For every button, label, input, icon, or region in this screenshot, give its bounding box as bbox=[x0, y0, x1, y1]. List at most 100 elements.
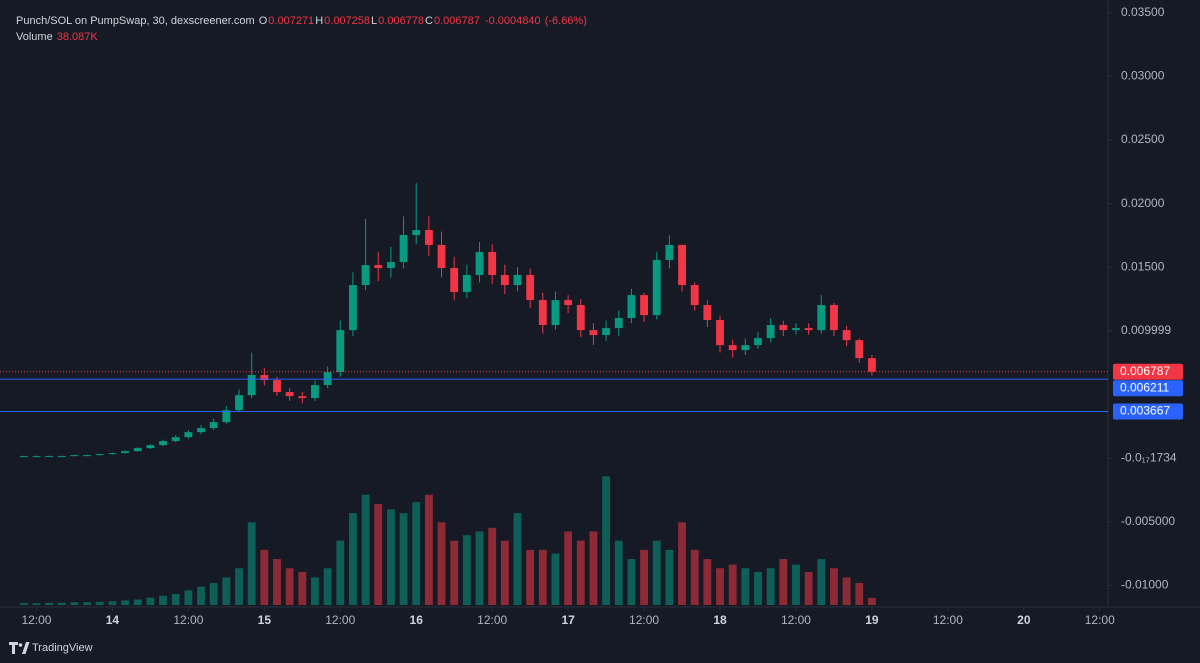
candle-body bbox=[627, 295, 636, 319]
volume-bar bbox=[437, 522, 446, 605]
volume-bar bbox=[57, 602, 66, 605]
candle-body bbox=[614, 318, 623, 329]
candle-body bbox=[159, 441, 167, 446]
candle-body bbox=[513, 274, 522, 286]
candle-body bbox=[488, 251, 497, 275]
candle-body bbox=[538, 300, 547, 326]
volume-bar bbox=[500, 540, 509, 605]
volume-bar bbox=[361, 494, 370, 605]
volume-bar bbox=[766, 568, 775, 605]
candle-body bbox=[121, 451, 130, 454]
x-tick-label: 17 bbox=[561, 613, 575, 627]
candle-body bbox=[209, 422, 218, 429]
volume-bar bbox=[526, 549, 535, 605]
y-tick-label: 0.02000 bbox=[1121, 196, 1165, 210]
candle-body bbox=[475, 251, 484, 275]
candle-body bbox=[640, 295, 648, 316]
price-label: 0.006211 bbox=[1120, 380, 1169, 394]
x-tick-label: 16 bbox=[410, 613, 424, 627]
candle-body bbox=[868, 358, 876, 372]
candle-body bbox=[298, 396, 307, 399]
volume-bar bbox=[19, 603, 28, 605]
candle-body bbox=[399, 235, 408, 263]
volume-bar bbox=[159, 595, 167, 605]
title: Punch/SOL on PumpSwap, 30, dexscreener.c… bbox=[16, 15, 255, 27]
volume-bar bbox=[627, 559, 636, 605]
candle-body bbox=[817, 305, 826, 331]
volume-bar bbox=[551, 553, 560, 605]
candle-body bbox=[589, 330, 598, 336]
volume-bar bbox=[171, 593, 180, 605]
candle-body bbox=[450, 267, 459, 293]
candle-body bbox=[779, 325, 788, 331]
x-tick-label: 12:00 bbox=[933, 613, 963, 627]
candle-body bbox=[386, 262, 395, 268]
y-tick-label: 0.01500 bbox=[1121, 259, 1165, 273]
volume-bar bbox=[197, 586, 205, 605]
volume-bar bbox=[513, 513, 522, 605]
logo-shape bbox=[18, 643, 23, 647]
y-tick-label: 0.03000 bbox=[1121, 69, 1165, 83]
candle-body bbox=[678, 244, 686, 286]
volume-bar bbox=[45, 602, 54, 605]
x-tick-label: 12:00 bbox=[173, 613, 203, 627]
volume-bar bbox=[399, 513, 408, 605]
volume-bar bbox=[716, 568, 724, 605]
y-tick-label: 0.009999 bbox=[1121, 323, 1171, 337]
candle-body bbox=[133, 448, 142, 452]
x-tick-label: 14 bbox=[106, 613, 120, 627]
candle-body bbox=[184, 432, 193, 438]
volume-bar bbox=[868, 598, 876, 605]
price-label: 0.006787 bbox=[1120, 364, 1170, 378]
candle-body bbox=[665, 244, 674, 260]
candle-body bbox=[728, 345, 737, 351]
x-tick-label: 20 bbox=[1017, 613, 1031, 627]
volume-bar bbox=[209, 582, 218, 605]
volume-bar bbox=[133, 599, 142, 605]
candle-body bbox=[171, 437, 180, 442]
x-tick-label: 12:00 bbox=[21, 613, 51, 627]
x-tick-label: 12:00 bbox=[325, 613, 355, 627]
candle-body bbox=[285, 392, 294, 397]
candle-body bbox=[703, 305, 712, 321]
volume-bar bbox=[273, 559, 281, 605]
volume-bar bbox=[298, 571, 307, 605]
candle-body bbox=[260, 375, 269, 381]
candle-body bbox=[754, 338, 762, 346]
candle-body bbox=[349, 285, 357, 331]
volume-bar bbox=[475, 531, 484, 605]
volume-bar bbox=[424, 494, 433, 605]
y-tick-label: -0.0₁₇1734 bbox=[1121, 450, 1177, 464]
volume-bar bbox=[842, 577, 851, 605]
footer-bar bbox=[0, 637, 1200, 663]
candle-body bbox=[855, 340, 864, 359]
volume-bar bbox=[450, 540, 459, 605]
y-tick-label: -0.005000 bbox=[1121, 514, 1175, 528]
volume-bar bbox=[412, 502, 421, 605]
volume-bar bbox=[817, 559, 826, 605]
volume-bar bbox=[70, 602, 79, 605]
candle-body bbox=[716, 320, 724, 346]
change-percent: (-6.66%) bbox=[544, 15, 587, 27]
plot bbox=[19, 183, 876, 605]
price-label: 0.003667 bbox=[1120, 404, 1170, 418]
volume-bar bbox=[121, 600, 130, 605]
legend-value: 0.007258 bbox=[324, 15, 371, 27]
x-tick-label: 12:00 bbox=[477, 613, 507, 627]
volume-bar bbox=[222, 577, 231, 605]
candle-body bbox=[792, 328, 800, 331]
candle-body bbox=[336, 330, 345, 373]
candle-body bbox=[830, 305, 838, 331]
legend-value: 0.007271 bbox=[268, 15, 315, 27]
y-tick-label: 0.02500 bbox=[1121, 132, 1165, 146]
candle-body bbox=[412, 230, 421, 236]
candle-body bbox=[57, 456, 66, 458]
tradingview-logo bbox=[9, 642, 30, 654]
volume-bar bbox=[462, 535, 471, 605]
volume-bar bbox=[779, 559, 788, 605]
x-tick-label: 19 bbox=[865, 613, 879, 627]
price-label-box bbox=[1113, 380, 1183, 397]
volume-bar bbox=[95, 601, 104, 605]
